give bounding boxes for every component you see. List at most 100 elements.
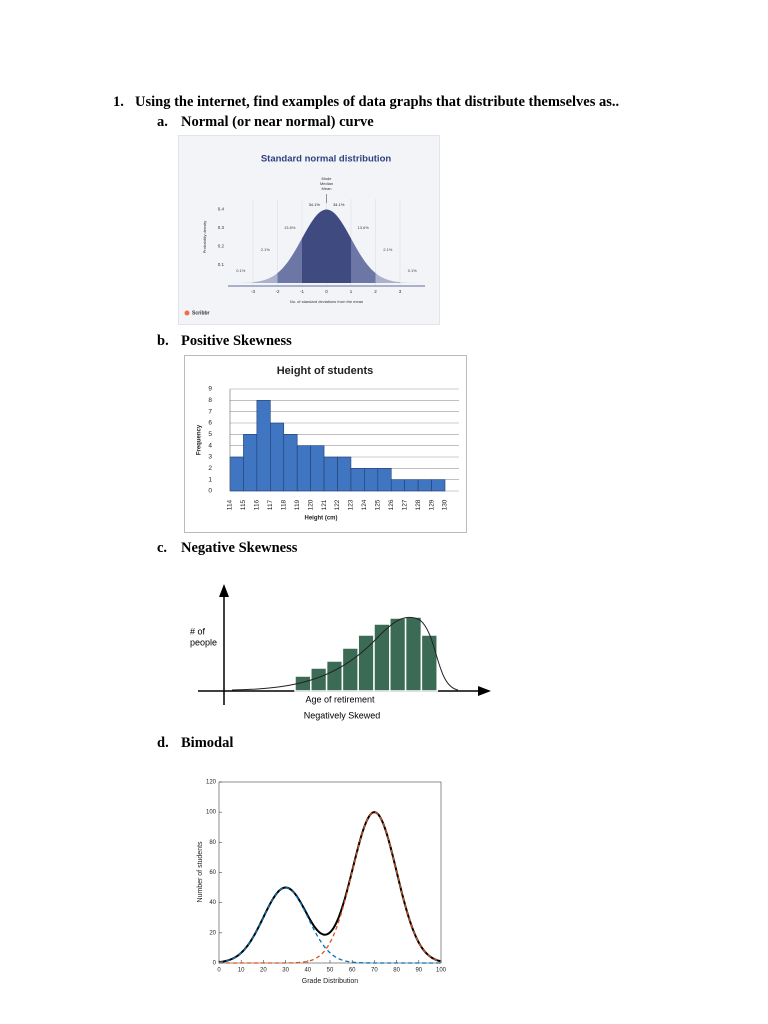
y-tick-label: 8 [208,397,212,404]
y-tick-label: 0 [208,488,212,495]
item-letter: b. [157,333,169,349]
y-tick-label: 60 [209,870,216,876]
x-tick-label: 121 [321,499,328,510]
source-label: Scribbr [192,310,210,316]
bar [283,434,298,492]
skew-chart: # of people Age of retirement Negatively… [190,584,491,720]
x-tick-label: 30 [282,968,289,974]
y-axis-label: Probability density [202,221,207,253]
x-tick-label: 129 [428,499,435,510]
bar [389,617,407,692]
x-tick-label: -1 [300,289,304,294]
region-label: 0.1% [236,268,246,273]
y-tick-label: 20 [209,930,216,936]
y-tick-label: 3 [208,454,212,461]
x-tick-label: 117 [267,499,274,510]
x-tick-label: 3 [399,289,402,294]
bar [404,616,423,692]
y-axis-label: Number of students [197,841,204,903]
y-tick-label: 5 [208,431,212,438]
chart-title: Standard normal distribution [261,154,392,165]
x-tick-label: 1 [350,289,353,294]
bar [420,634,438,692]
y-tick-label: 2 [208,465,212,472]
y-tick-label: 40 [209,900,216,906]
bar [373,623,391,692]
region-label: 2.1% [261,247,271,252]
y-tick-label: 0.4 [218,206,225,211]
bar [377,468,392,492]
x-tick-label: 90 [415,968,422,974]
region-label: 34.1% [333,202,345,207]
y-tick-label: 0.2 [218,243,225,248]
y-tick-label: 0.1 [218,262,225,267]
y-tick-label: 100 [206,810,217,816]
x-tick-label: 127 [401,499,408,510]
x-tick-label: 70 [371,968,378,974]
bar [390,479,405,492]
item-label: Bimodal [181,735,234,751]
x-tick-label: 125 [375,499,382,510]
x-tick-label: 128 [415,499,422,510]
component-curve [218,886,441,964]
y-tick-label: 0.3 [218,225,225,230]
bar [341,647,359,692]
x-tick-label: 115 [240,499,247,510]
bar [323,456,338,492]
region [253,273,278,283]
region [326,209,351,283]
x-tick-label: 122 [334,499,341,510]
bar [256,400,271,492]
item-label: Negative Skewness [181,540,298,556]
chart-background [184,355,467,533]
item-letter: c. [157,540,168,556]
x-tick-label: 2 [374,289,377,294]
x-tick-label: 80 [393,968,400,974]
bar [229,456,244,492]
x-tick-label: 114 [227,499,234,510]
trend-curve [231,616,459,691]
region-label: 0.1% [408,268,418,273]
bar [310,445,325,492]
x-tick-label: 100 [436,968,447,974]
arrow-head [478,686,491,696]
x-tick-label: 130 [442,499,449,510]
y-tick-label: 6 [208,420,212,427]
x-tick-label: 60 [349,968,356,974]
x-tick-label: 0 [325,289,328,294]
region-label: 13.6% [284,225,296,230]
item-label: Positive Skewness [181,333,292,349]
item-letter: d. [157,735,169,751]
x-axis-label: Grade Distribution [302,978,359,985]
x-tick-label: 40 [304,968,311,974]
region-label: 13.6% [358,225,370,230]
region [302,209,327,283]
arrow-head [219,584,229,597]
component-curve [219,811,442,964]
x-tick-label: 124 [361,499,368,510]
histogram-chart: Height of students Height (cm) Frequency… [184,355,467,533]
y-axis-label: Frequency [197,424,203,455]
region-label: 2.1% [383,247,393,252]
x-tick-label: 118 [280,499,287,510]
annotation: Median [320,181,333,186]
bar [325,660,344,692]
question-number: 1. [113,94,124,110]
x-tick-label: 20 [260,968,267,974]
x-tick-label: 116 [254,499,261,510]
x-tick-label: 119 [294,499,301,510]
x-axis-label: Height (cm) [305,516,338,522]
logo-icon [184,310,190,316]
normal-chart: Standard normal distribution Scribbr -3 -… [178,135,440,325]
y-tick-label: 7 [208,408,212,415]
y-axis-label: # of [190,626,206,636]
y-axis-label: people [190,637,217,647]
bar [296,445,311,492]
x-tick-label: -3 [251,289,255,294]
item-label: Normal (or near normal) curve [181,114,374,130]
bar [337,456,352,492]
x-tick-label: -2 [275,289,279,294]
x-tick-label: 50 [327,968,334,974]
region [375,273,400,283]
